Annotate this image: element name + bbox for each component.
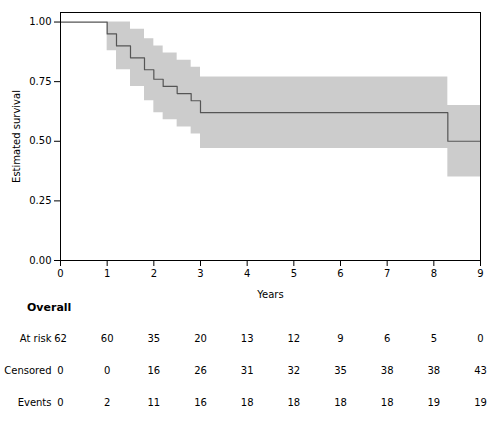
svg-text:60: 60 bbox=[101, 333, 114, 344]
svg-text:31: 31 bbox=[241, 365, 254, 376]
svg-text:0: 0 bbox=[57, 268, 63, 279]
svg-text:6: 6 bbox=[384, 333, 390, 344]
svg-text:1.00: 1.00 bbox=[29, 16, 51, 27]
svg-text:5: 5 bbox=[291, 268, 297, 279]
svg-text:0: 0 bbox=[477, 333, 483, 344]
svg-text:20: 20 bbox=[194, 333, 207, 344]
svg-text:4: 4 bbox=[244, 268, 250, 279]
svg-text:35: 35 bbox=[334, 365, 347, 376]
svg-text:38: 38 bbox=[427, 365, 440, 376]
svg-text:18: 18 bbox=[334, 397, 347, 408]
svg-text:13: 13 bbox=[241, 333, 254, 344]
svg-text:9: 9 bbox=[477, 268, 483, 279]
svg-text:2: 2 bbox=[104, 397, 110, 408]
svg-text:19: 19 bbox=[427, 397, 440, 408]
svg-text:12: 12 bbox=[287, 333, 300, 344]
svg-text:0.00: 0.00 bbox=[29, 255, 51, 266]
svg-text:3: 3 bbox=[197, 268, 203, 279]
html-text:Overall: Overall bbox=[27, 301, 72, 314]
svg-text:18: 18 bbox=[287, 397, 300, 408]
svg-text:6: 6 bbox=[337, 268, 343, 279]
svg-text:26: 26 bbox=[194, 365, 207, 376]
svg-text:0.50: 0.50 bbox=[29, 135, 51, 146]
svg-text:35: 35 bbox=[147, 333, 160, 344]
svg-text:1: 1 bbox=[104, 268, 110, 279]
svg-text:Censored: Censored bbox=[4, 365, 51, 376]
svg-text:8: 8 bbox=[431, 268, 437, 279]
svg-text:16: 16 bbox=[147, 365, 160, 376]
svg-text:18: 18 bbox=[381, 397, 394, 408]
svg-text:7: 7 bbox=[384, 268, 390, 279]
svg-text:Events: Events bbox=[18, 397, 52, 408]
svg-text:9: 9 bbox=[337, 333, 343, 344]
svg-text:11: 11 bbox=[147, 397, 160, 408]
svg-text:0: 0 bbox=[57, 397, 63, 408]
svg-text:Years: Years bbox=[256, 289, 283, 300]
svg-text:16: 16 bbox=[194, 397, 207, 408]
svg-text:0.25: 0.25 bbox=[29, 195, 51, 206]
svg-text:38: 38 bbox=[381, 365, 394, 376]
svg-text:32: 32 bbox=[287, 365, 300, 376]
svg-text:Estimated survival: Estimated survival bbox=[11, 90, 22, 183]
svg-text:5: 5 bbox=[431, 333, 437, 344]
svg-text:18: 18 bbox=[241, 397, 254, 408]
svg-text:0: 0 bbox=[104, 365, 110, 376]
svg-text:0.75: 0.75 bbox=[29, 76, 51, 87]
svg-text:62: 62 bbox=[54, 333, 67, 344]
svg-text:19: 19 bbox=[474, 397, 487, 408]
svg-text:At risk: At risk bbox=[20, 333, 52, 344]
svg-text:43: 43 bbox=[474, 365, 487, 376]
svg-text:0: 0 bbox=[57, 365, 63, 376]
svg-text:2: 2 bbox=[151, 268, 157, 279]
